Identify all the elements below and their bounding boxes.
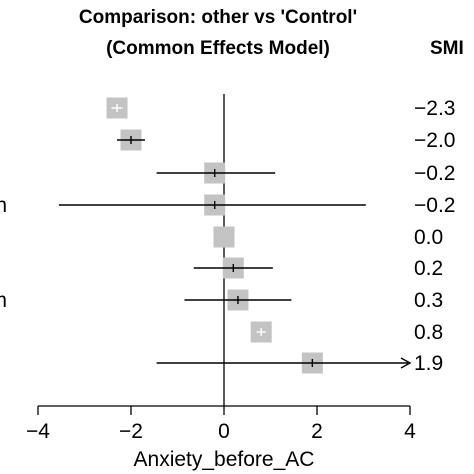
smd-value: −0.2 <box>414 162 455 185</box>
smd-value: 1.9 <box>414 352 443 375</box>
x-axis-label: Anxiety_before_AC <box>134 448 315 471</box>
row-label: m <box>0 289 7 312</box>
smd-value: 0.3 <box>414 289 443 312</box>
smd-column: −2.3 −2.0 −0.2 −0.2 0.0 0.2 0.3 0.8 1.9 <box>414 97 455 375</box>
plot-marks <box>58 94 412 406</box>
row-labels: nm <box>0 194 7 312</box>
x-tick-label: 2 <box>311 420 323 443</box>
chart-title-line-2: (Common Effects Model) <box>106 38 330 59</box>
smd-value: −0.2 <box>414 194 455 217</box>
smd-value: 0.8 <box>414 321 443 344</box>
chart-title-line-1: Comparison: other vs 'Control' <box>79 7 357 28</box>
x-tick-label: 0 <box>218 420 230 443</box>
x-axis: −4 −2 0 2 4 <box>26 405 416 443</box>
row-label: n <box>0 194 7 217</box>
x-tick-label: −4 <box>26 420 50 443</box>
ci-arrow <box>400 357 412 369</box>
smd-value: 0.0 <box>414 226 443 249</box>
smd-column-header: SMI <box>430 38 464 59</box>
effect-box <box>213 226 235 248</box>
x-tick-label: 4 <box>404 420 416 443</box>
smd-value: −2.0 <box>414 129 455 152</box>
smd-value: 0.2 <box>414 257 443 280</box>
x-tick-label: −2 <box>119 420 143 443</box>
smd-value: −2.3 <box>414 97 455 120</box>
